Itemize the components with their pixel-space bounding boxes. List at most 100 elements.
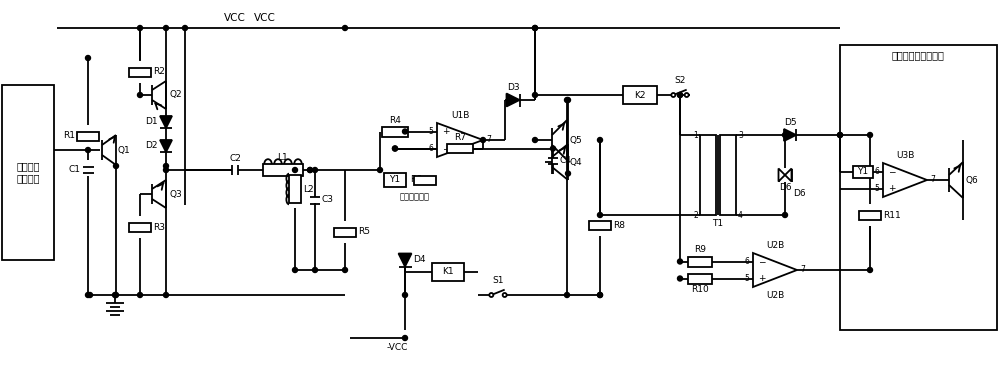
Bar [432,263,464,281]
Circle shape [164,167,168,172]
Circle shape [112,292,118,298]
Text: Q4: Q4 [570,158,583,167]
Text: 5: 5 [744,274,749,283]
Text: 标准声学信号: 标准声学信号 [400,192,430,201]
Text: +: + [442,127,450,136]
Circle shape [678,92,682,98]
Text: D2: D2 [146,142,158,151]
Circle shape [532,138,538,142]
Circle shape [86,55,90,60]
Circle shape [489,293,493,297]
Circle shape [342,268,348,273]
Circle shape [868,268,872,273]
Circle shape [838,133,842,138]
Text: 4: 4 [738,211,743,220]
Bar [334,227,356,236]
Circle shape [114,163,119,168]
Bar [382,127,408,137]
Text: L2: L2 [303,184,314,193]
Circle shape [312,167,318,172]
Text: R3: R3 [153,223,165,232]
Circle shape [671,93,675,97]
Circle shape [114,292,119,298]
Text: R1: R1 [63,131,75,140]
Bar [263,164,303,176]
Circle shape [392,146,398,151]
Circle shape [308,167,312,172]
Text: C1: C1 [68,165,80,174]
Text: Y1: Y1 [389,176,401,184]
Circle shape [678,92,682,98]
Text: 7: 7 [930,176,935,184]
Text: R7: R7 [454,133,466,142]
Text: 声学信号预处理模块: 声学信号预处理模块 [892,50,944,60]
Text: T1: T1 [712,219,724,228]
Text: U1B: U1B [451,111,469,120]
Text: R6: R6 [410,176,422,184]
Circle shape [550,146,556,151]
Text: VCC: VCC [224,13,246,23]
Bar [853,165,873,177]
Circle shape [138,92,143,98]
Circle shape [566,98,570,103]
Circle shape [782,213,788,218]
Circle shape [532,25,538,30]
Bar [840,45,997,330]
Circle shape [503,293,507,297]
Circle shape [532,92,538,98]
Circle shape [402,292,408,298]
Text: C3: C3 [322,195,334,204]
Bar [589,220,611,229]
Bar [129,223,151,232]
Circle shape [685,93,689,97]
Polygon shape [785,168,792,181]
Circle shape [402,129,408,134]
Bar [414,176,436,184]
Text: Y1: Y1 [857,167,869,176]
Circle shape [312,268,318,273]
Circle shape [566,171,570,176]
Text: VCC: VCC [254,13,276,23]
Text: L1: L1 [278,153,288,162]
Bar [384,173,406,187]
Text: R2: R2 [153,67,165,76]
Circle shape [164,25,168,30]
Polygon shape [507,94,520,106]
Circle shape [164,163,168,168]
Text: 1: 1 [693,131,698,140]
Text: 6: 6 [744,257,749,266]
Circle shape [292,167,298,172]
Circle shape [598,292,602,298]
Circle shape [378,167,382,172]
Circle shape [868,133,872,138]
Circle shape [678,276,682,281]
Polygon shape [437,123,483,157]
Text: R4: R4 [389,116,401,125]
Bar [289,175,301,203]
Text: S2: S2 [674,76,686,85]
Circle shape [86,292,90,298]
Circle shape [342,25,348,30]
Text: 3: 3 [738,131,743,140]
Polygon shape [160,116,172,128]
Circle shape [292,268,298,273]
Circle shape [678,259,682,264]
Text: −: − [888,167,896,176]
Text: 7: 7 [486,135,491,145]
Circle shape [88,292,92,298]
Text: R10: R10 [691,285,709,294]
Bar [688,257,712,266]
Bar [129,67,151,76]
Text: Q1: Q1 [118,145,131,154]
Circle shape [598,213,602,218]
Text: 2: 2 [693,211,698,220]
Bar [2,85,54,260]
Text: 6: 6 [874,167,879,176]
Text: C4: C4 [560,156,572,165]
Text: D6: D6 [779,184,791,193]
Text: D1: D1 [145,117,158,126]
Text: Q5: Q5 [569,135,582,145]
Text: R8: R8 [613,220,625,229]
Polygon shape [778,168,785,181]
Text: −: − [758,257,766,266]
